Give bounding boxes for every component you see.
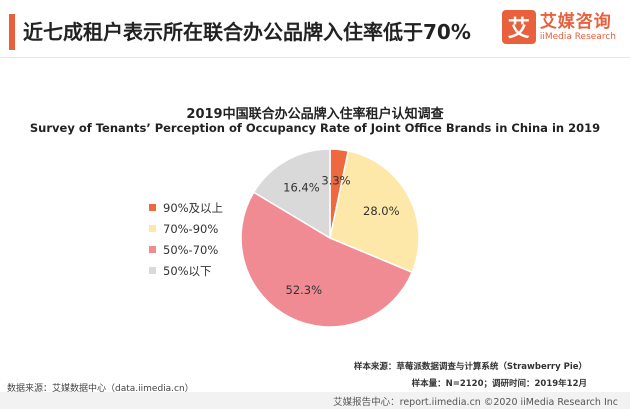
pie-value-label: 28.0% [363,204,400,218]
pie-value-label: 52.3% [286,283,323,297]
chart-subtitle: Survey of Tenants’ Perception of Occupan… [29,121,601,135]
legend-swatch [149,267,156,274]
legend-label: 90%及以上 [163,200,224,215]
legend-item: 50%以下 [149,260,223,281]
pie-slices [240,148,420,328]
brand-name-en: iiMedia Research [539,31,616,42]
data-source-note: 数据来源：艾媒数据中心（data.iimedia.cn） [7,384,194,394]
pie-slice [240,191,414,328]
legend-swatch [149,225,156,232]
brand-name-cn: 艾媒咨询 [539,11,612,32]
page-title: 近七成租户表示所在联合办公品牌入住率低于70% [23,20,471,44]
copyright-text: 艾媒报告中心：report.iimedia.cn ©2020 iiMedia R… [333,397,618,408]
sample-source-note: 样本来源：草莓派数据调查与计算系统（Strawberry Pie） [353,362,587,372]
title-accent-bar [9,14,15,50]
legend-swatch [149,204,156,211]
sample-size-note: 样本量：N=2120；调研时间：2019年12月 [411,379,587,389]
legend-item: 70%-90% [149,218,223,239]
legend-item: 50%-70% [149,239,223,260]
header-divider [0,57,630,58]
legend-item: 90%及以上 [149,197,223,218]
pie-slice [252,148,331,240]
legend-label: 50%以下 [163,263,212,278]
brand-logo-block: 艾 艾媒咨询 iiMedia Research [501,10,616,44]
pie-value-labels: 3.3% 28.0% 52.3% 16.4% [283,173,400,296]
legend-swatch [149,246,156,253]
chart-title: 2019中国联合办公品牌入住率租户认知调查 [186,107,444,122]
pie-value-label: 3.3% [321,173,350,187]
legend-label: 70%-90% [163,221,219,236]
chart-legend: 90%及以上 70%-90% 50%-70% 50%以下 [149,197,223,281]
pie-value-label: 16.4% [283,181,320,195]
footer-bar [0,392,630,409]
pie-slice [329,150,420,274]
brand-mark-icon: 艾 [501,10,536,44]
legend-label: 50%-70% [163,242,219,257]
